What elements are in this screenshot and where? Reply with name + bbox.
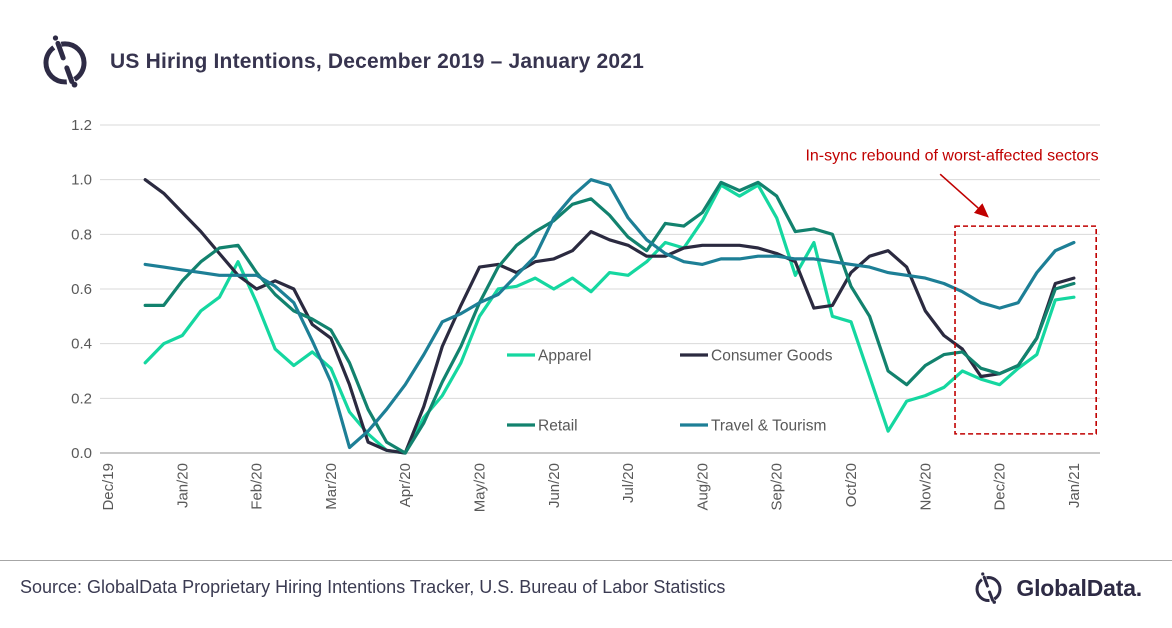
annotation-arrow [939,173,989,218]
x-tick-label: Nov/20 [917,463,934,511]
header: US Hiring Intentions, December 2019 – Ja… [36,30,644,94]
x-tick-label: Dec/20 [992,463,1009,511]
x-tick-label: Dec/19 [100,463,117,511]
x-tick-label: Jan/21 [1066,463,1083,508]
x-tick-label: Sep/20 [769,463,786,511]
annotation-box [954,225,1097,435]
brand-name: GlobalData. [1016,575,1142,601]
y-tick-label: 0.4 [71,336,92,353]
x-tick-label: Apr/20 [397,463,414,507]
series-line-consumer-goods [143,178,1076,455]
legend-label-travel-tourism: Travel & Tourism [711,418,826,435]
globaldata-logo-icon [43,35,87,88]
y-tick-label: 0.8 [71,226,92,243]
y-tick-label: 1.0 [71,172,92,189]
globaldata-logo-icon [975,572,1002,604]
page-title: US Hiring Intentions, December 2019 – Ja… [110,50,645,73]
x-tick-label: Jan/20 [174,463,191,508]
brand-lockup: GlobalData. [971,569,1142,608]
x-tick-label: Oct/20 [843,463,860,507]
x-tick-label: Jul/20 [620,463,637,503]
x-tick-label: Feb/20 [249,463,266,510]
source-note: Source: GlobalData Proprietary Hiring In… [20,577,726,597]
annotation-text: In-sync rebound of worst-affected sector… [805,148,1098,165]
legend-label-consumer-goods: Consumer Goods [711,348,833,365]
series-line-apparel [143,183,1076,455]
legend-label-retail: Retail [538,418,578,435]
footer: Source: GlobalData Proprietary Hiring In… [0,560,1172,628]
hiring-intentions-line-chart: 0.0 0.2 0.4 0.6 0.8 1.0 1.2 Dec/19 Jan/20 Feb/20 M… [71,117,1100,512]
legend-label-apparel: Apparel [538,348,591,365]
series-line-travel-tourism [143,178,1076,450]
x-tick-label: Aug/20 [694,463,711,511]
y-tick-label: 0.6 [71,281,92,298]
y-tick-label: 0.2 [71,390,92,407]
x-tick-label: Mar/20 [323,463,340,510]
series-line-retail [143,180,1076,455]
x-tick-label: Jun/20 [546,463,563,508]
chart-area: 0.0 0.2 0.4 0.6 0.8 1.0 1.2 Dec/19 Jan/20 Feb/20 M… [71,117,1100,512]
x-tick-label: May/20 [472,463,489,512]
y-tick-label: 1.2 [71,117,92,134]
y-tick-label: 0.0 [71,445,92,462]
